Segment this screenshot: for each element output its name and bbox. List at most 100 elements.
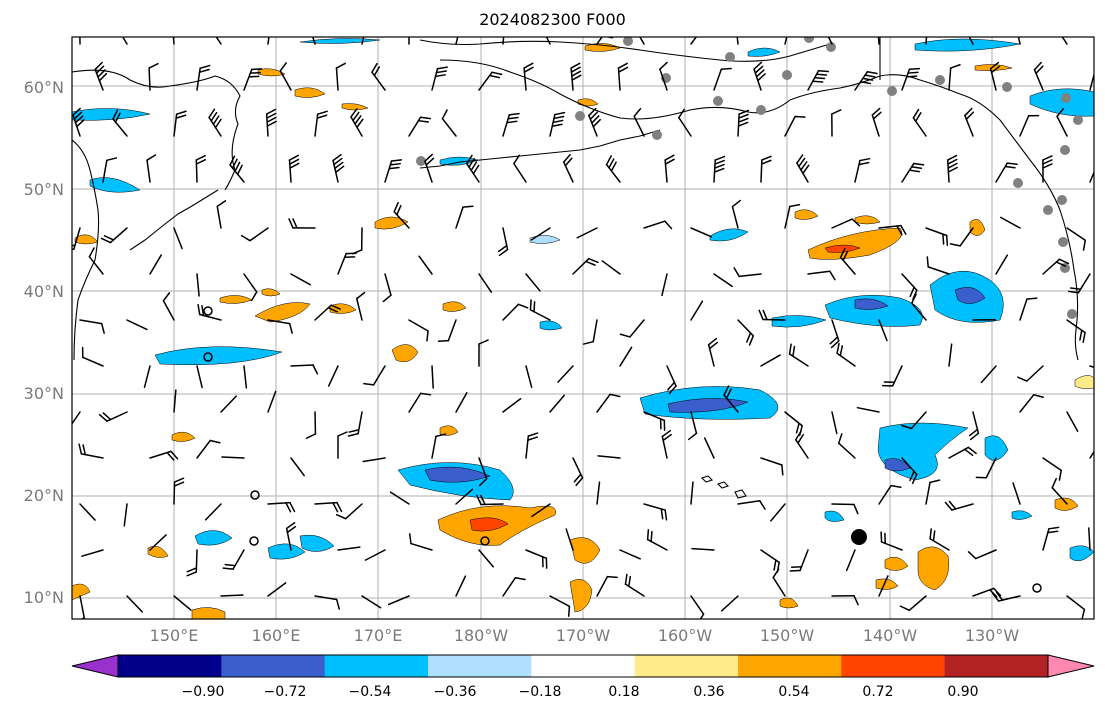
calm-circle xyxy=(249,536,259,546)
wind-barb xyxy=(632,37,645,45)
colorbar-left-extension xyxy=(71,654,119,678)
neg-area xyxy=(824,294,923,327)
wind-barb xyxy=(387,595,410,606)
station-dot xyxy=(1073,115,1083,125)
colorbar-cell xyxy=(738,655,842,677)
hawaii-2 xyxy=(716,481,730,489)
station-dot xyxy=(1043,205,1053,215)
wind-barb xyxy=(821,37,833,45)
wind-barb xyxy=(173,389,177,413)
wind-barb xyxy=(643,411,666,432)
pos-area xyxy=(577,98,599,107)
wind-barb xyxy=(72,107,85,137)
wind-barb xyxy=(856,406,880,413)
wind-barb xyxy=(1042,526,1060,551)
wind-barb xyxy=(878,319,888,342)
station-dot xyxy=(804,37,814,43)
pos-area xyxy=(191,607,226,619)
colorbar-cell xyxy=(531,655,636,677)
wind-barb xyxy=(335,62,346,91)
hawaii-3 xyxy=(734,489,747,499)
wind-barb xyxy=(1012,482,1021,505)
wind-barb xyxy=(1033,61,1044,91)
station-dot xyxy=(826,42,836,52)
wind-barb xyxy=(148,62,159,91)
wind-barb xyxy=(173,110,187,137)
map-plot-area xyxy=(72,37,1094,619)
wind-barb xyxy=(146,154,157,183)
wind-barb xyxy=(441,109,457,137)
wind-barb xyxy=(502,303,529,321)
wind-barb xyxy=(290,457,305,477)
wind-barb xyxy=(737,500,766,510)
wind-barb xyxy=(267,319,293,334)
wind-barb xyxy=(690,481,694,505)
wind-barb xyxy=(149,534,167,551)
wind-barb xyxy=(666,365,677,395)
wind-barb xyxy=(455,575,467,597)
wind-barb xyxy=(690,227,712,238)
pos-area xyxy=(779,597,799,609)
wind-barb xyxy=(371,62,386,91)
wind-barb xyxy=(285,521,297,551)
station-dot xyxy=(416,156,426,166)
wind-barb xyxy=(549,394,566,413)
wind-barb xyxy=(788,343,809,367)
wind-barb xyxy=(731,199,741,229)
wind-barb xyxy=(691,547,715,551)
colorbar-tick-label: −0.36 xyxy=(433,684,477,700)
pos-area xyxy=(569,579,593,613)
calm-circle xyxy=(480,536,490,546)
neg-area xyxy=(267,543,306,560)
wind-barb xyxy=(408,533,433,551)
wind-barb xyxy=(967,549,997,560)
station-dot xyxy=(652,130,662,140)
calm-circle xyxy=(250,490,260,500)
wind-barb xyxy=(382,273,392,303)
pos-area xyxy=(391,344,419,362)
wind-barb xyxy=(1019,297,1038,321)
wind-barb xyxy=(807,270,836,281)
wind-barb xyxy=(208,37,222,45)
wind-barb xyxy=(162,292,175,321)
wind-barb xyxy=(572,257,599,275)
station-dot xyxy=(1013,178,1023,188)
wind-barb xyxy=(362,457,386,463)
alaska-mainland xyxy=(419,39,831,62)
wind-barb xyxy=(431,365,434,389)
wind-barbs xyxy=(72,37,1094,619)
wind-barb xyxy=(1017,365,1044,382)
neg-area xyxy=(747,47,781,57)
wind-barb xyxy=(854,71,878,91)
positive-anomaly-areas xyxy=(72,43,1094,619)
colorbar-tick-label: 0.90 xyxy=(947,684,979,700)
wind-barb xyxy=(455,205,474,229)
wind-barb xyxy=(361,595,382,609)
wind-barb xyxy=(1066,227,1087,251)
wind-barb xyxy=(437,319,457,343)
wind-barb xyxy=(760,354,781,367)
wind-barb xyxy=(601,260,621,275)
lon-label-160w: 160°W xyxy=(657,626,713,645)
wind-barb xyxy=(901,411,927,430)
station-dot xyxy=(1067,309,1077,319)
colorbar-cell xyxy=(841,655,946,677)
wind-barb xyxy=(690,37,705,45)
wind-barb xyxy=(173,477,185,505)
wind-barb xyxy=(393,201,410,229)
wind-barb xyxy=(882,365,903,387)
wind-barb xyxy=(796,154,810,183)
wind-barb xyxy=(576,227,598,239)
lon-label-180w: 180°W xyxy=(453,626,509,645)
colorbar-cell xyxy=(221,655,326,677)
wind-barb xyxy=(995,162,1018,183)
wind-barb xyxy=(737,109,750,137)
colorbar-tick-label: 0.36 xyxy=(693,684,725,700)
pos-area xyxy=(569,537,601,564)
pos-area xyxy=(257,68,286,77)
wind-barb xyxy=(643,220,673,230)
pos-area xyxy=(469,517,509,532)
wind-barb xyxy=(525,549,548,569)
wind-barb xyxy=(478,71,503,91)
colorbar xyxy=(71,654,1095,678)
